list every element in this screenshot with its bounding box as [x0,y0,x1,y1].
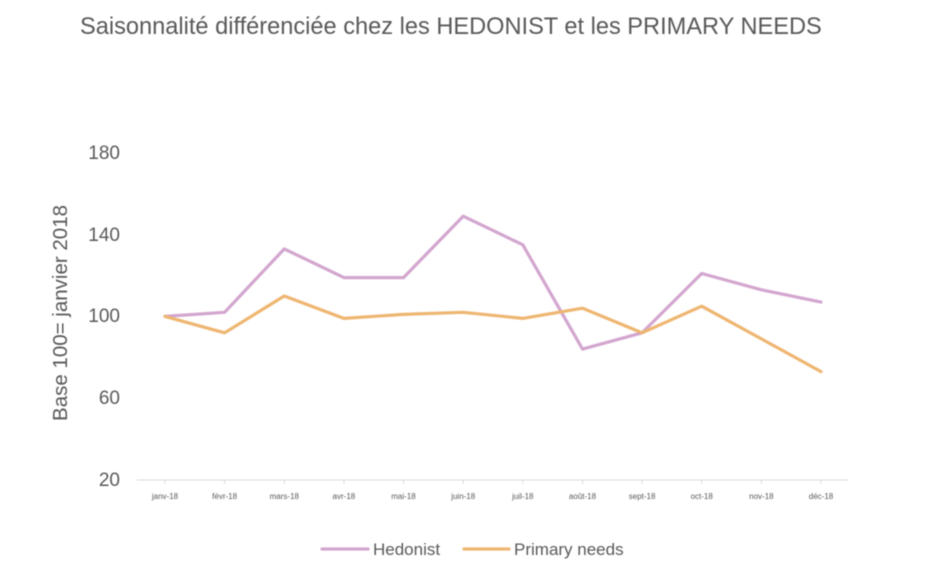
svg-text:mars-18: mars-18 [270,492,300,501]
svg-text:Primary needs: Primary needs [514,540,624,559]
svg-text:déc-18: déc-18 [809,492,834,501]
svg-text:oct-18: oct-18 [691,492,714,501]
svg-text:180: 180 [88,143,120,164]
svg-text:mai-18: mai-18 [391,492,416,501]
svg-text:Base 100= janvier 2018: Base 100= janvier 2018 [49,205,72,421]
svg-text:20: 20 [99,470,120,491]
svg-text:nov-18: nov-18 [749,492,774,501]
svg-text:avr-18: avr-18 [333,492,356,501]
svg-text:juil-18: juil-18 [511,492,534,501]
svg-text:août-18: août-18 [569,492,597,501]
svg-text:juin-18: juin-18 [450,492,476,501]
svg-text:100: 100 [88,306,120,327]
svg-text:févr-18: févr-18 [212,492,237,501]
svg-text:sept-18: sept-18 [629,492,656,501]
svg-text:Hedonist: Hedonist [373,540,440,559]
svg-text:60: 60 [99,388,120,409]
svg-text:140: 140 [88,225,120,246]
svg-text:janv-18: janv-18 [151,492,179,501]
